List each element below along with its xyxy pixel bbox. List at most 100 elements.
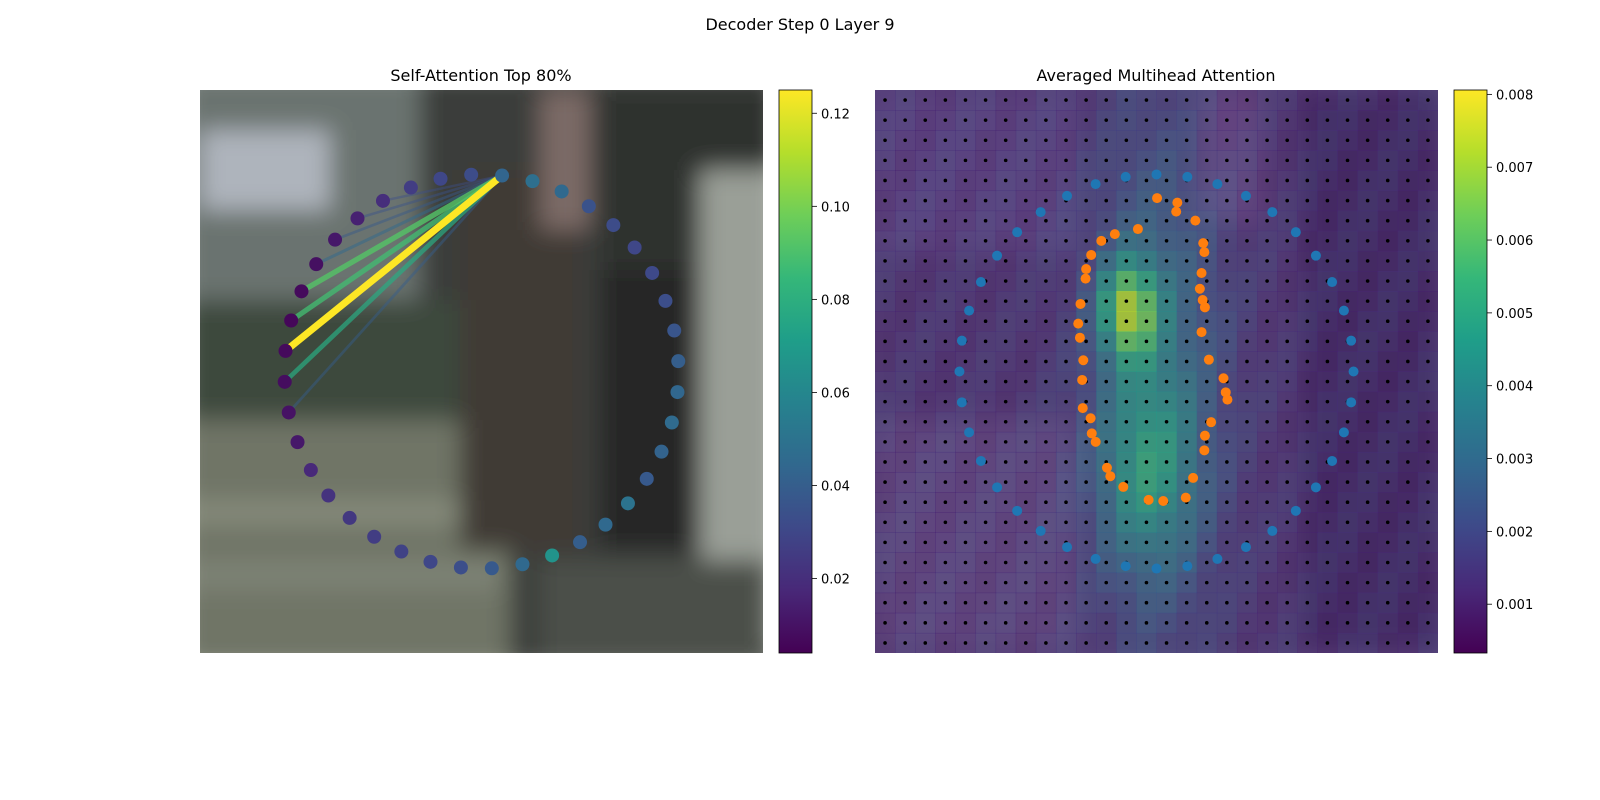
grid-dot bbox=[1064, 138, 1068, 143]
grid-dot bbox=[1084, 158, 1088, 163]
grid-dot bbox=[1024, 440, 1028, 444]
grid-dot bbox=[1124, 239, 1129, 243]
grid-dot bbox=[1385, 158, 1390, 163]
grid-dot bbox=[903, 279, 907, 283]
grid-dot bbox=[1385, 98, 1390, 102]
grid-dot bbox=[1124, 600, 1129, 605]
grid-dot bbox=[1325, 379, 1330, 384]
grid-dot bbox=[983, 239, 988, 243]
inner-ring-point bbox=[1073, 318, 1084, 329]
grid-dot bbox=[1285, 158, 1289, 163]
grid-dot bbox=[1124, 158, 1129, 163]
grid-dot bbox=[943, 319, 948, 324]
outer-ring-point bbox=[1035, 525, 1046, 536]
grid-dot bbox=[1024, 299, 1028, 303]
grid-dot bbox=[1305, 239, 1310, 243]
grid-dot bbox=[1265, 399, 1269, 404]
grid-dot bbox=[903, 178, 907, 183]
grid-dot bbox=[1325, 600, 1330, 605]
grid-dot bbox=[923, 259, 928, 263]
outer-ring-point bbox=[1182, 171, 1193, 182]
grid-dot bbox=[1305, 339, 1310, 344]
grid-dot bbox=[1003, 460, 1008, 464]
grid-dot bbox=[923, 520, 928, 525]
grid-dot bbox=[1385, 279, 1390, 283]
inner-ring-point bbox=[1199, 430, 1210, 441]
grid-dot bbox=[1345, 198, 1350, 203]
grid-dot bbox=[1084, 641, 1088, 645]
grid-dot bbox=[1385, 540, 1390, 545]
grid-dot bbox=[1124, 540, 1129, 545]
grid-dot bbox=[1265, 379, 1269, 384]
grid-dot bbox=[903, 520, 907, 525]
polygon-point bbox=[545, 548, 560, 563]
grid-dot bbox=[1024, 580, 1028, 585]
polygon-point bbox=[309, 257, 324, 272]
grid-dot bbox=[1003, 540, 1008, 545]
grid-dot bbox=[1184, 460, 1189, 464]
inner-ring-point bbox=[1085, 413, 1096, 424]
grid-dot bbox=[943, 580, 948, 585]
grid-dot bbox=[1365, 600, 1370, 605]
grid-dot bbox=[1024, 138, 1028, 143]
outer-ring-point bbox=[992, 250, 1003, 261]
grid-dot bbox=[1164, 480, 1169, 484]
grid-dot bbox=[1225, 259, 1229, 263]
grid-dot bbox=[983, 299, 988, 303]
grid-dot bbox=[1325, 138, 1330, 143]
grid-dot bbox=[1265, 359, 1269, 364]
grid-dot bbox=[1426, 319, 1430, 324]
grid-dot bbox=[1204, 600, 1209, 605]
grid-dot bbox=[983, 158, 988, 163]
grid-dot bbox=[1385, 379, 1390, 384]
inner-ring-point bbox=[1196, 267, 1207, 278]
grid-dot bbox=[1365, 158, 1370, 163]
grid-dot bbox=[923, 359, 928, 364]
grid-dot bbox=[1345, 118, 1350, 122]
outer-ring-point bbox=[1290, 227, 1301, 238]
outer-ring-point bbox=[1290, 505, 1301, 516]
grid-dot bbox=[963, 540, 968, 545]
polygon-point bbox=[664, 415, 679, 430]
grid-dot bbox=[903, 198, 907, 203]
grid-dot bbox=[983, 118, 988, 122]
outer-ring-point bbox=[964, 305, 975, 316]
grid-dot bbox=[1144, 339, 1149, 344]
grid-dot bbox=[1426, 480, 1430, 484]
grid-dot bbox=[1144, 440, 1149, 444]
grid-dot bbox=[923, 218, 928, 223]
grid-dot bbox=[923, 118, 928, 122]
grid-dot bbox=[1406, 379, 1410, 384]
grid-dot bbox=[1385, 600, 1390, 605]
colorbar-tick-label: 0.002 bbox=[1496, 525, 1533, 540]
grid-dot bbox=[1124, 339, 1129, 344]
grid-dot bbox=[1104, 500, 1109, 504]
outer-ring-point bbox=[1327, 455, 1338, 466]
grid-dot bbox=[1365, 118, 1370, 122]
grid-dot bbox=[1024, 279, 1028, 283]
grid-dot bbox=[1245, 460, 1249, 464]
grid-dot bbox=[1184, 138, 1189, 143]
grid-dot bbox=[883, 621, 887, 625]
grid-dot bbox=[1305, 198, 1310, 203]
self-attention-colorbar: 0.02 0.04 0.06 0.08 0.10 0.12 bbox=[778, 89, 850, 654]
grid-dot bbox=[1044, 299, 1048, 303]
grid-dot bbox=[983, 641, 988, 645]
grid-dot bbox=[883, 158, 887, 163]
grid-dot bbox=[1245, 379, 1249, 384]
grid-dot bbox=[1184, 359, 1189, 364]
grid-dot bbox=[1164, 279, 1169, 283]
grid-dot bbox=[1385, 218, 1390, 223]
grid-dot bbox=[1365, 279, 1370, 283]
attention-line bbox=[334, 174, 503, 241]
inner-ring-points bbox=[1073, 193, 1233, 506]
grid-dot bbox=[1385, 359, 1390, 364]
grid-dot bbox=[1184, 419, 1189, 424]
grid-dot bbox=[883, 520, 887, 525]
grid-dot bbox=[883, 580, 887, 585]
grid-dot bbox=[1426, 540, 1430, 545]
grid-dot bbox=[1406, 600, 1410, 605]
grid-dot bbox=[1385, 138, 1390, 143]
grid-dot bbox=[1164, 138, 1169, 143]
